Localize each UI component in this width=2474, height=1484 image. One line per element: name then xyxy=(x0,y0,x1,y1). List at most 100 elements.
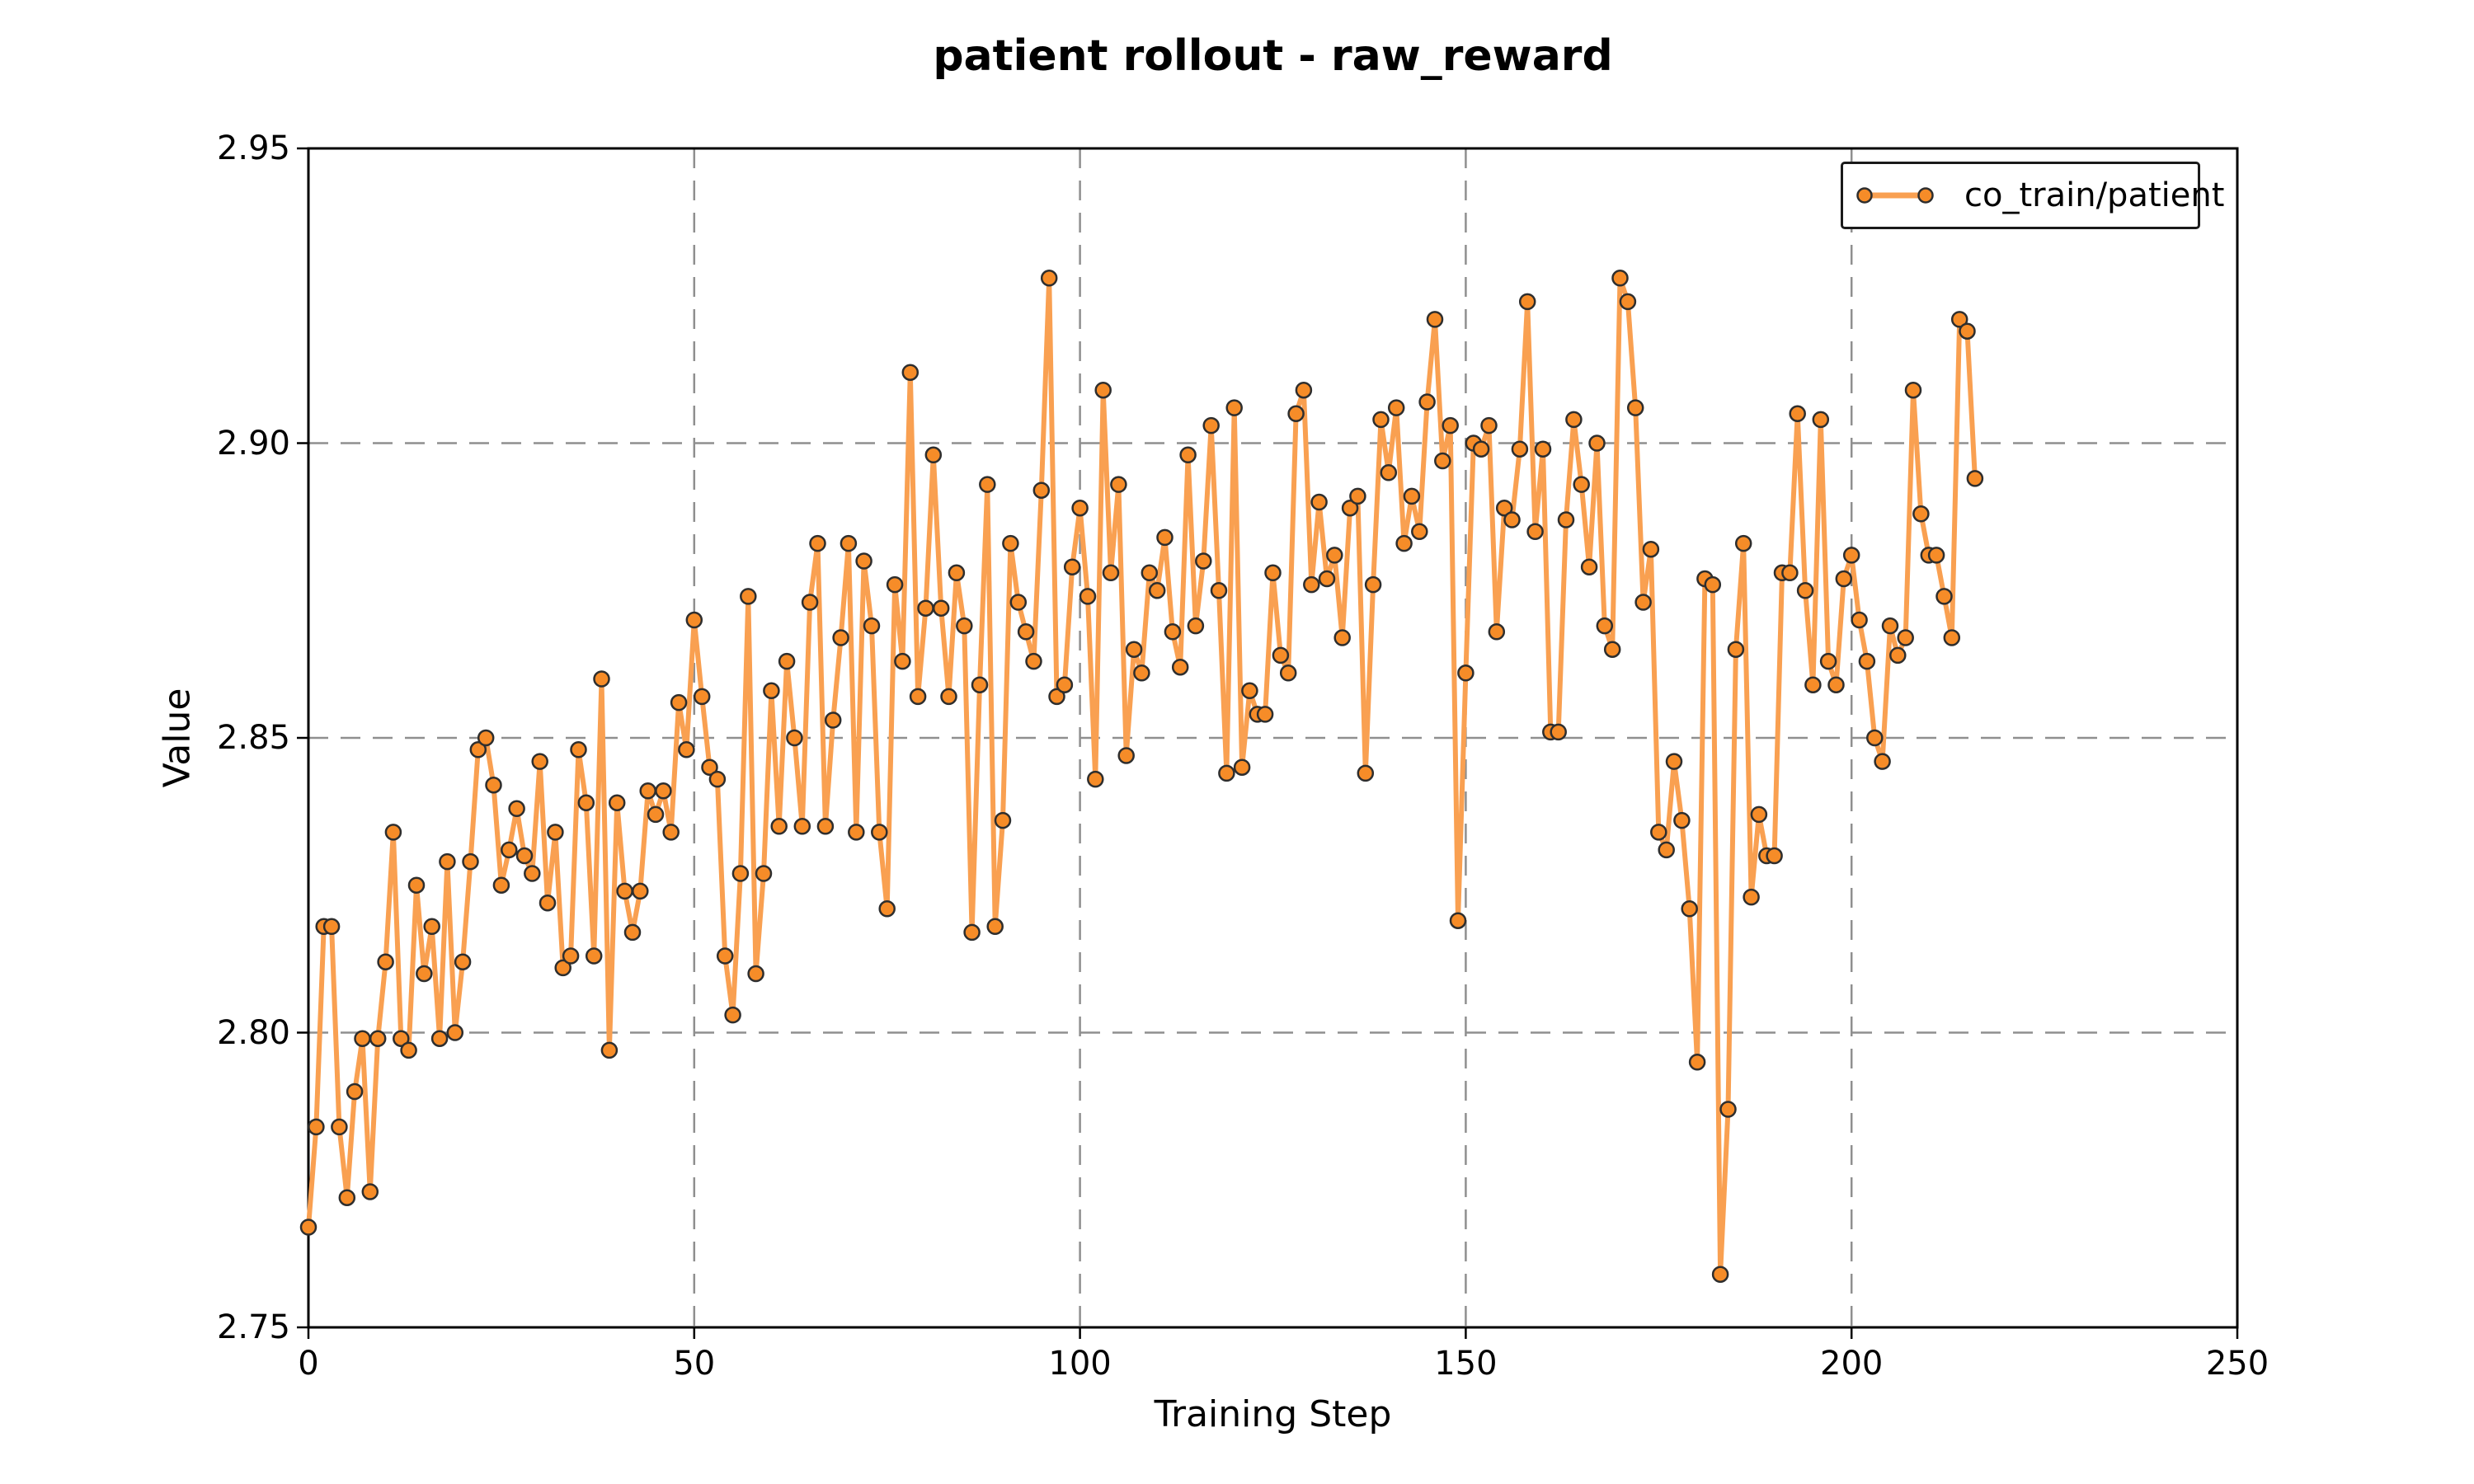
data-point-marker xyxy=(731,865,750,882)
data-point-marker xyxy=(979,476,996,493)
data-point-marker xyxy=(492,876,510,894)
data-point-marker xyxy=(863,617,881,635)
data-point-marker xyxy=(1357,764,1375,782)
data-point-marker xyxy=(1117,747,1135,764)
x-tick-label: 50 xyxy=(673,1345,716,1383)
data-point-marker xyxy=(1341,499,1359,517)
x-tick-label: 200 xyxy=(1820,1345,1884,1383)
data-point-marker xyxy=(632,882,649,900)
data-point-marker xyxy=(400,1041,417,1059)
data-point-marker xyxy=(338,1189,356,1206)
data-point-marker xyxy=(701,758,718,776)
data-point-marker xyxy=(1750,805,1768,824)
data-point-marker xyxy=(1781,564,1799,582)
chart-title: patient rollout - raw_reward xyxy=(933,31,1613,81)
data-point-marker xyxy=(1534,440,1552,458)
data-point-marker xyxy=(901,364,920,381)
data-point-marker xyxy=(384,824,402,841)
data-point-marker xyxy=(547,824,564,841)
data-point-marker xyxy=(485,776,502,794)
data-point-marker xyxy=(755,865,773,882)
data-point-marker xyxy=(1626,399,1644,416)
data-point-marker xyxy=(593,670,610,688)
data-point-marker xyxy=(716,947,734,965)
data-point-marker xyxy=(793,818,811,835)
data-point-marker xyxy=(1002,534,1019,552)
data-point-marker xyxy=(454,953,472,970)
data-point-marker xyxy=(1418,393,1436,411)
data-point-marker xyxy=(393,1030,410,1047)
data-point-marker xyxy=(1411,523,1428,541)
data-point-marker xyxy=(1048,688,1065,706)
data-point-marker xyxy=(524,865,541,882)
data-point-marker xyxy=(693,688,711,706)
data-point-marker xyxy=(878,900,896,918)
data-point-marker xyxy=(1040,270,1058,287)
data-point-marker xyxy=(1943,629,1961,646)
data-point-marker xyxy=(1233,758,1251,776)
data-point-marker xyxy=(1766,847,1783,865)
data-point-marker xyxy=(377,953,394,970)
data-point-marker xyxy=(600,1041,618,1059)
data-point-marker xyxy=(647,805,665,824)
data-point-marker xyxy=(1611,270,1629,287)
data-point-marker xyxy=(439,852,456,871)
data-point-marker xyxy=(539,894,557,912)
data-point-marker xyxy=(1087,770,1104,788)
data-point-marker xyxy=(763,682,780,700)
data-point-marker xyxy=(1550,723,1567,741)
data-point-marker xyxy=(1364,575,1382,594)
data-line xyxy=(306,275,1978,1277)
data-point-marker xyxy=(423,918,440,936)
data-point-marker xyxy=(708,770,727,788)
data-point-marker xyxy=(1202,416,1220,434)
data-point-marker xyxy=(322,918,341,936)
x-tick-label: 250 xyxy=(2205,1345,2269,1383)
data-point-marker xyxy=(832,629,849,646)
data-point-marker xyxy=(1966,470,1984,487)
data-point-marker xyxy=(585,947,603,965)
data-point-marker xyxy=(1819,652,1837,670)
data-point-marker xyxy=(1912,505,1930,523)
data-point-marker xyxy=(1225,399,1243,416)
data-point-marker xyxy=(1688,1054,1706,1071)
data-point-marker xyxy=(1264,564,1282,582)
data-point-marker xyxy=(577,794,595,811)
data-point-marker xyxy=(1187,617,1205,635)
data-point-marker xyxy=(354,1030,371,1047)
data-point-marker xyxy=(416,965,433,983)
data-point-marker xyxy=(994,811,1012,829)
data-point-marker xyxy=(1241,682,1258,700)
data-point-marker xyxy=(1789,405,1806,423)
data-point-marker xyxy=(1603,641,1621,658)
data-point-marker xyxy=(1025,652,1042,670)
data-point-marker xyxy=(1056,676,1074,693)
data-point-marker xyxy=(678,741,695,758)
data-point-marker xyxy=(508,800,525,818)
data-point-marker xyxy=(369,1030,387,1047)
data-point-marker xyxy=(462,852,479,871)
data-point-marker xyxy=(909,688,927,706)
data-point-marker xyxy=(1164,623,1182,641)
data-point-marker xyxy=(361,1183,379,1200)
data-point-marker xyxy=(1326,547,1343,564)
data-point-marker xyxy=(623,923,642,942)
data-point-marker xyxy=(1866,729,1884,747)
data-point-marker xyxy=(1442,416,1459,434)
data-point-marker xyxy=(1210,582,1228,599)
data-point-marker xyxy=(639,782,656,800)
data-point-marker xyxy=(1133,665,1150,682)
data-point-marker xyxy=(1727,641,1745,658)
data-point-marker xyxy=(1387,399,1405,416)
data-point-marker xyxy=(1063,558,1081,575)
data-point-marker xyxy=(1495,499,1513,517)
data-point-marker xyxy=(346,1082,364,1101)
data-point-marker xyxy=(1472,440,1490,458)
data-point-marker xyxy=(1734,534,1752,552)
data-point-marker xyxy=(1218,764,1235,782)
data-point-marker xyxy=(1827,676,1845,693)
data-point-marker xyxy=(1935,588,1953,605)
data-point-marker xyxy=(1295,381,1313,399)
